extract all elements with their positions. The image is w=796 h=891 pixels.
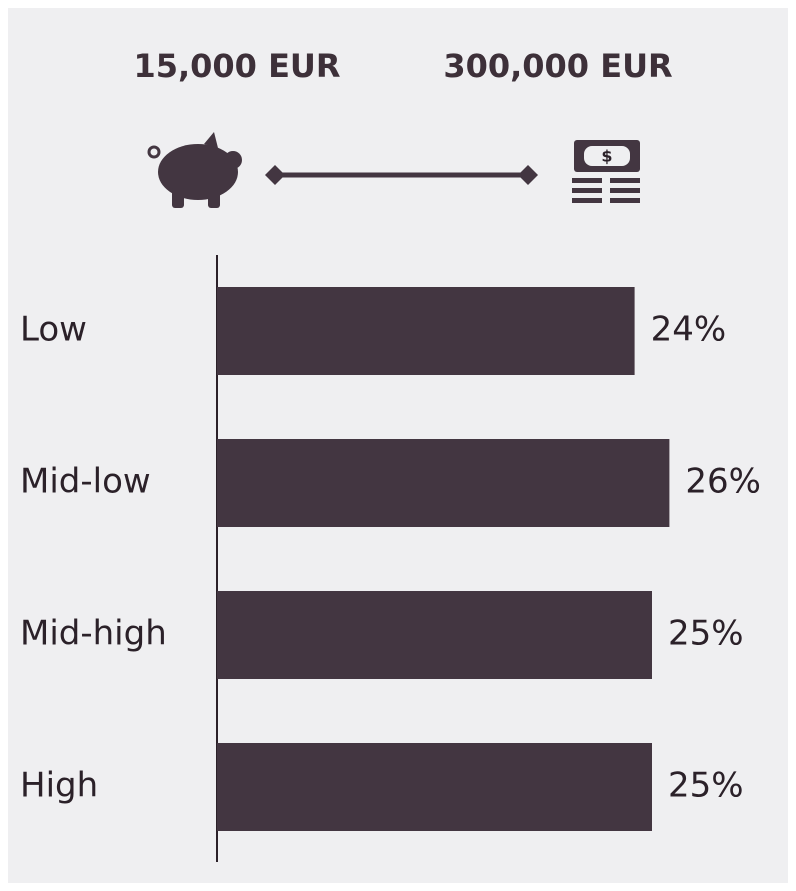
money-stack-icon: $ — [572, 140, 640, 203]
bar — [217, 743, 652, 831]
bar — [217, 287, 635, 375]
piggy-bank-icon — [147, 132, 242, 208]
bar — [217, 591, 652, 679]
range-connector — [265, 165, 538, 185]
value-label: 26% — [685, 462, 761, 502]
range-high-label: 300,000 EUR — [443, 47, 672, 85]
bar — [217, 439, 670, 527]
value-label: 25% — [668, 614, 744, 654]
category-label: Low — [20, 310, 87, 350]
range-low-label: 15,000 EUR — [133, 47, 340, 85]
svg-text:$: $ — [601, 147, 612, 166]
value-label: 25% — [668, 766, 744, 806]
category-label: Mid-low — [20, 462, 151, 502]
category-label: High — [20, 766, 98, 806]
value-label: 24% — [651, 310, 727, 350]
category-label: Mid-high — [20, 614, 167, 654]
